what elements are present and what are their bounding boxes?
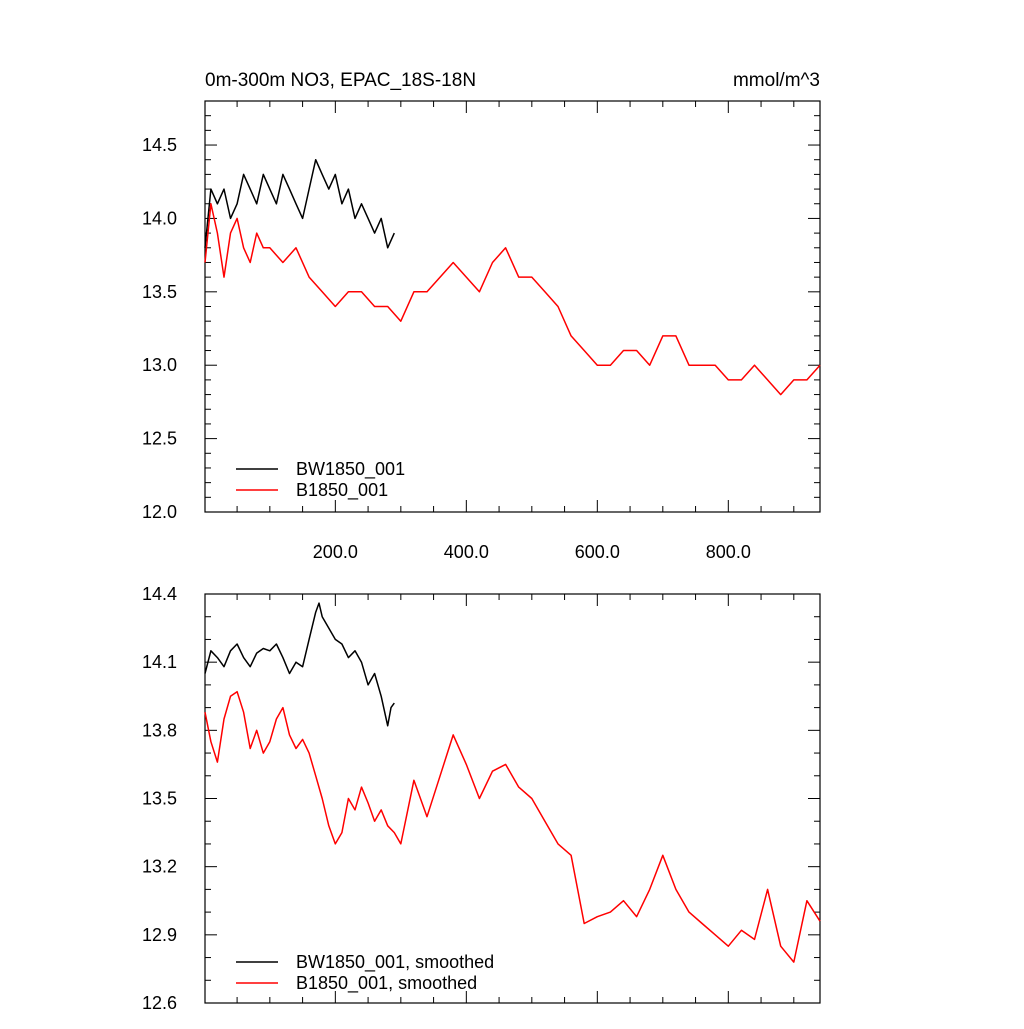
y-ticks: 12.6 12.9 13.2 13.5 13.8 14.1 14.4: [142, 584, 820, 1013]
x-tick-label: 400.0: [444, 542, 489, 562]
series-layer: [204, 158, 821, 396]
y-tick-label: 12.5: [142, 429, 177, 449]
series-line-1: [204, 602, 395, 727]
x-ticks: [236, 594, 795, 1003]
units-label: mmol/m^3: [733, 70, 820, 91]
series-line-2: [204, 203, 821, 396]
legend-label: B1850_001, smoothed: [296, 973, 477, 994]
y-ticks: 12.0 12.5 13.0 13.5 14.0 14.5: [142, 100, 820, 522]
legend-label: BW1850_001, smoothed: [296, 952, 494, 973]
series-line-2: [204, 690, 821, 963]
legend-label: B1850_001: [296, 480, 388, 501]
x-ticks: 200.0 400.0 600.0 800.0: [236, 101, 795, 562]
series-line-1: [204, 158, 395, 249]
y-tick-label: 13.8: [142, 720, 177, 740]
y-tick-label: 14.4: [142, 584, 177, 604]
bottom-panel: 12.6 12.9 13.2 13.5 13.8 14.1 14.4 BW1850_001,…: [142, 584, 821, 1013]
y-tick-label: 12.0: [142, 502, 177, 522]
y-tick-label: 13.2: [142, 857, 177, 877]
x-tick-label: 200.0: [313, 542, 358, 562]
plot-frame: [204, 593, 821, 1004]
x-tick-label: 800.0: [706, 542, 751, 562]
legend-label: BW1850_001: [296, 459, 405, 480]
y-tick-label: 13.0: [142, 355, 177, 375]
top-panel: 0m-300m NO3, EPAC_18S-18N mmol/m^3 200.0…: [142, 70, 821, 562]
y-tick-label: 14.0: [142, 208, 177, 228]
x-tick-label: 600.0: [575, 542, 620, 562]
y-tick-label: 12.9: [142, 925, 177, 945]
y-tick-label: 13.5: [142, 789, 177, 809]
plot-frame: [204, 100, 821, 513]
y-tick-label: 13.5: [142, 282, 177, 302]
y-tick-label: 14.5: [142, 135, 177, 155]
y-tick-label: 14.1: [142, 652, 177, 672]
chart-title: 0m-300m NO3, EPAC_18S-18N: [205, 70, 476, 91]
y-tick-label: 12.6: [142, 993, 177, 1013]
series-layer: [204, 602, 821, 963]
